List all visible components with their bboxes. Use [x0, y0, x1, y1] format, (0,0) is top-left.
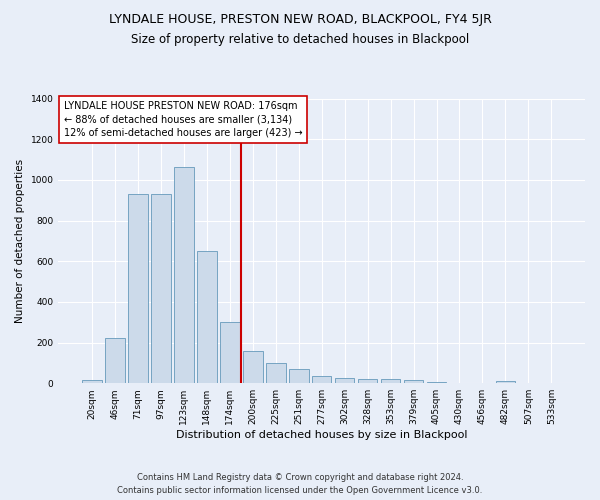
Bar [128, 194, 148, 383]
Bar [106, 338, 125, 383]
Text: LYNDALE HOUSE PRESTON NEW ROAD: 176sqm
← 88% of detached houses are smaller (3,1: LYNDALE HOUSE PRESTON NEW ROAD: 176sqm ←… [64, 102, 302, 138]
Bar [243, 350, 263, 383]
Bar [496, 381, 515, 383]
Bar [312, 376, 331, 383]
Text: Size of property relative to detached houses in Blackpool: Size of property relative to detached ho… [131, 32, 469, 46]
X-axis label: Distribution of detached houses by size in Blackpool: Distribution of detached houses by size … [176, 430, 467, 440]
Bar [174, 166, 194, 383]
Bar [220, 322, 239, 383]
Bar [151, 194, 171, 383]
Bar [404, 380, 424, 383]
Bar [358, 379, 377, 383]
Bar [266, 363, 286, 383]
Bar [289, 369, 308, 383]
Text: Contains public sector information licensed under the Open Government Licence v3: Contains public sector information licen… [118, 486, 482, 495]
Bar [427, 382, 446, 383]
Text: Contains HM Land Registry data © Crown copyright and database right 2024.: Contains HM Land Registry data © Crown c… [137, 472, 463, 482]
Bar [335, 378, 355, 383]
Text: LYNDALE HOUSE, PRESTON NEW ROAD, BLACKPOOL, FY4 5JR: LYNDALE HOUSE, PRESTON NEW ROAD, BLACKPO… [109, 12, 491, 26]
Bar [82, 380, 102, 383]
Y-axis label: Number of detached properties: Number of detached properties [15, 159, 25, 323]
Bar [381, 379, 400, 383]
Bar [197, 251, 217, 383]
